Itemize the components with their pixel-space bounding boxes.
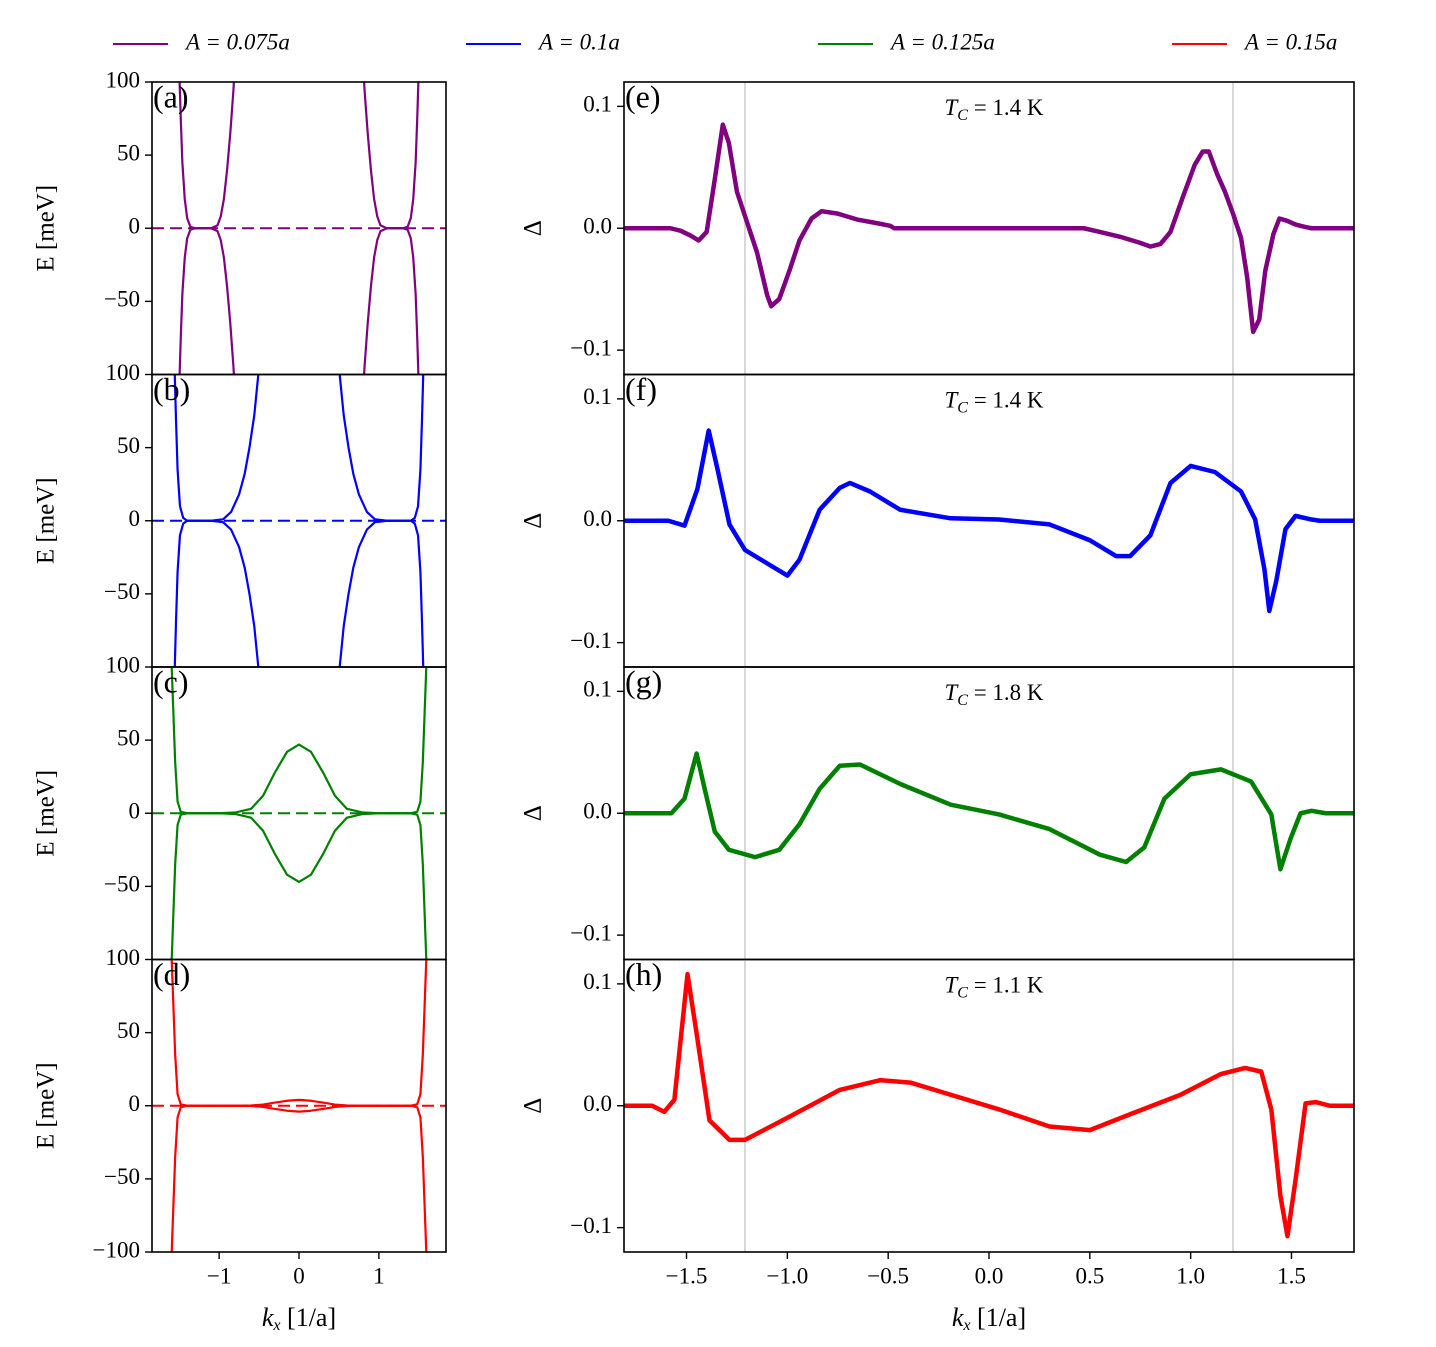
data-line bbox=[624, 971, 1354, 1239]
y-tick-label: −50 bbox=[104, 287, 140, 312]
legend-label: A = 0.15a bbox=[1243, 29, 1337, 54]
y-axis-label: E [meV] bbox=[33, 1062, 60, 1149]
x-axis-label: kx [1/a] bbox=[952, 1303, 1026, 1334]
x-tick-label: 0 bbox=[293, 1263, 305, 1288]
legend-label: A = 0.075a bbox=[184, 29, 290, 54]
y-axis-label: Δ bbox=[520, 220, 547, 236]
legend-label: A = 0.1a bbox=[537, 29, 620, 54]
annotation-symbol: T bbox=[944, 973, 959, 998]
y-tick-label: 0.1 bbox=[583, 384, 612, 409]
y-tick-label: 50 bbox=[117, 1018, 140, 1043]
data-line bbox=[624, 751, 1354, 872]
x-axis-label-text: [1/a] bbox=[281, 1303, 337, 1332]
x-axis-label: kx [1/a] bbox=[262, 1303, 336, 1334]
y-tick-label: 0.0 bbox=[583, 799, 612, 824]
legend-label: A = 0.125a bbox=[889, 29, 995, 54]
annotation-symbol: T bbox=[944, 388, 959, 413]
y-tick-label: −0.1 bbox=[570, 920, 612, 945]
data-line bbox=[624, 122, 1354, 335]
x-tick-label: −1.0 bbox=[766, 1263, 808, 1288]
y-axis-label: Δ bbox=[520, 805, 547, 821]
annotation: TC = 1.4 K bbox=[944, 95, 1043, 123]
panel-label: (c) bbox=[153, 663, 189, 699]
annotation-subscript: C bbox=[957, 107, 968, 124]
panel-label: (f) bbox=[625, 371, 657, 407]
data-line bbox=[338, 374, 425, 522]
y-tick-label: 0.1 bbox=[583, 92, 612, 117]
x-tick-label: −0.5 bbox=[867, 1263, 909, 1288]
y-axis-label: E [meV] bbox=[33, 185, 60, 272]
x-axis-label-text: [1/a] bbox=[971, 1303, 1027, 1332]
data-line bbox=[170, 812, 428, 960]
data-line bbox=[338, 519, 425, 667]
annotation-subscript: C bbox=[957, 984, 968, 1001]
y-axis-label: Δ bbox=[520, 513, 547, 529]
x-tick-label: 0.5 bbox=[1075, 1263, 1104, 1288]
data-line bbox=[173, 519, 260, 667]
annotation-subscript: C bbox=[957, 399, 968, 416]
x-tick-label: 0.0 bbox=[975, 1263, 1004, 1288]
y-tick-label: −50 bbox=[104, 579, 140, 604]
y-tick-label: 0.0 bbox=[583, 1091, 612, 1116]
y-tick-label: 100 bbox=[106, 945, 141, 970]
x-axis-label-symbol: k bbox=[262, 1303, 274, 1332]
data-line bbox=[170, 667, 428, 815]
annotation: TC = 1.8 K bbox=[944, 680, 1043, 708]
x-tick-label: −1 bbox=[207, 1263, 231, 1288]
x-axis-label-subscript: x bbox=[962, 1317, 970, 1334]
y-tick-label: 0.0 bbox=[583, 506, 612, 531]
y-tick-label: −0.1 bbox=[570, 335, 612, 360]
x-axis-label-symbol: k bbox=[952, 1303, 964, 1332]
panel-label: (b) bbox=[153, 371, 190, 407]
y-tick-label: 0.1 bbox=[583, 969, 612, 994]
y-tick-label: 50 bbox=[117, 433, 140, 458]
y-tick-label: −0.1 bbox=[570, 628, 612, 653]
y-tick-label: 0.0 bbox=[583, 214, 612, 239]
x-tick-label: 1 bbox=[373, 1263, 385, 1288]
panel-label: (d) bbox=[153, 956, 190, 992]
data-line bbox=[178, 227, 235, 375]
annotation: TC = 1.4 K bbox=[944, 388, 1043, 416]
panel-label: (h) bbox=[625, 956, 662, 992]
y-tick-label: −100 bbox=[93, 1237, 140, 1262]
y-tick-label: −50 bbox=[104, 872, 140, 897]
annotation-text: = 1.1 K bbox=[968, 973, 1044, 998]
data-line bbox=[363, 82, 420, 230]
panel-label: (g) bbox=[625, 663, 662, 699]
annotation-text: = 1.4 K bbox=[968, 388, 1044, 413]
annotation-text: = 1.4 K bbox=[968, 95, 1044, 120]
x-tick-label: −1.5 bbox=[666, 1263, 708, 1288]
data-line bbox=[170, 1104, 428, 1252]
y-tick-label: 50 bbox=[117, 140, 140, 165]
annotation-subscript: C bbox=[957, 692, 968, 709]
x-tick-label: 1.5 bbox=[1277, 1263, 1306, 1288]
y-axis-label: E [meV] bbox=[33, 770, 60, 857]
y-tick-label: 100 bbox=[106, 67, 141, 92]
y-tick-label: 0 bbox=[129, 799, 141, 824]
x-axis-label-subscript: x bbox=[272, 1317, 280, 1334]
y-tick-label: 50 bbox=[117, 725, 140, 750]
x-tick-label: 1.0 bbox=[1176, 1263, 1205, 1288]
annotation-text: = 1.8 K bbox=[968, 680, 1044, 705]
panel-label: (a) bbox=[153, 78, 189, 114]
y-tick-label: 0.1 bbox=[583, 677, 612, 702]
y-tick-label: 0 bbox=[129, 1091, 141, 1116]
y-tick-label: 0 bbox=[129, 214, 141, 239]
annotation-symbol: T bbox=[944, 680, 959, 705]
data-line bbox=[363, 227, 420, 375]
annotation-symbol: T bbox=[944, 95, 959, 120]
panel-label: (e) bbox=[625, 78, 661, 114]
y-tick-label: 100 bbox=[106, 652, 141, 677]
data-line bbox=[624, 428, 1354, 614]
annotation: TC = 1.1 K bbox=[944, 973, 1043, 1001]
y-tick-label: 0 bbox=[129, 506, 141, 531]
data-line bbox=[170, 959, 428, 1107]
y-axis-label: E [meV] bbox=[33, 477, 60, 564]
y-tick-label: −0.1 bbox=[570, 1213, 612, 1238]
y-tick-label: −50 bbox=[104, 1164, 140, 1189]
y-tick-label: 100 bbox=[106, 360, 141, 385]
y-axis-label: Δ bbox=[520, 1098, 547, 1114]
